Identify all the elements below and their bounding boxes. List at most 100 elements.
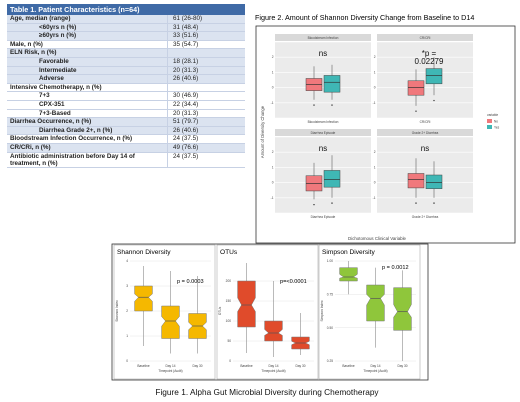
y-axis-label: Simpson Index [320, 300, 324, 321]
panel-title: Shannon Diversity [117, 249, 171, 256]
outlier-point [331, 202, 333, 204]
row-value: 20 (31.3) [173, 66, 199, 74]
x-tick-label: Day 14 [268, 364, 278, 368]
y-axis-label: Shannon Index [115, 300, 119, 322]
x-tick-label: Day 30 [295, 364, 305, 368]
significance-annotation: ns [421, 144, 429, 153]
panel-background [275, 137, 371, 213]
y-tick-label: -1 [373, 101, 376, 105]
x-tick-label: Baseline [342, 364, 354, 368]
panel-background [377, 42, 473, 118]
row-value: 26 (40.6) [173, 75, 199, 83]
row-label: Antibiotic administration before Day 14 … [7, 152, 168, 167]
panel-title: Simpson Diversity [322, 249, 375, 256]
row-label: CR/CRi, n (%) [7, 143, 168, 152]
y-tick-label: 0.50 [327, 326, 333, 330]
row-label: <60yrs n (%) [7, 23, 168, 32]
row-label: ELN Risk, n (%) [7, 49, 168, 57]
figure-2-ylabel: Amount of Diversity Change [260, 105, 265, 158]
outlier-point [415, 110, 417, 112]
y-tick-label: 0 [126, 359, 128, 363]
notched-box [161, 305, 180, 339]
x-axis-label: Timepoint (Audit) [261, 369, 285, 373]
y-tick-label: 2 [272, 150, 274, 154]
row-label: Age, median (range) [7, 15, 168, 23]
y-tick-label: 1 [272, 165, 274, 169]
figure-1-alpha-diversity: Shannon Diversity 0 1 2 3 4 Shannon Index Basel… [111, 243, 429, 397]
notched-box [134, 285, 153, 312]
figure-2-xlabel: Dichotomous Clinical Variable [348, 236, 407, 241]
box-yes [425, 174, 443, 189]
row-label: 7+3 [7, 92, 168, 100]
row-value [168, 84, 245, 92]
outlier-point [313, 203, 315, 206]
y-tick-label: 200 [226, 279, 232, 283]
table-row: <60yrs n (%) 31 (48.4) [7, 23, 245, 33]
x-axis-label: Timepoint (Audit) [158, 369, 182, 373]
row-value: 61 (26-80) [173, 15, 203, 22]
facet-strip-label: CR/CRi [420, 36, 431, 40]
row-value: 24 (37.5) [173, 152, 199, 160]
table-row: Male, n (%) 35 (54.7) [7, 40, 245, 50]
y-tick-label: 2 [374, 55, 376, 59]
notched-box [366, 284, 385, 322]
row-value: 31 (48.4) [173, 23, 199, 31]
row-value: 30 (46.9) [173, 92, 199, 100]
panel-x-label: CR/CRi [420, 120, 431, 124]
row-label: Bloodstream Infection Occurrence, n (%) [7, 135, 168, 143]
legend-swatch-yes [487, 125, 492, 129]
row-value: 20 (31.3) [173, 109, 199, 117]
facet-panel: CR/CRi -1 0 1 2 *p = 0.02279 CR/CRi [373, 34, 473, 124]
x-tick-label: Baseline [137, 364, 149, 368]
row-label: Intermediate [7, 66, 168, 75]
row-value: 49 (76.6) [173, 143, 199, 151]
legend-label-yes: Yes [494, 126, 500, 130]
p-value-annotation: p = 0.0012 [382, 265, 409, 271]
x-tick-label: Day 30 [192, 364, 202, 368]
notched-box [237, 280, 256, 328]
y-tick-label: 100 [226, 319, 232, 323]
table-row: 7+3 30 (46.9) [7, 92, 245, 101]
panel-x-label: Bloodstream Infection [308, 120, 339, 124]
box-no [407, 80, 425, 96]
row-label: Intensive Chemotherapy, n (%) [7, 83, 168, 92]
y-tick-label: 3 [126, 284, 128, 288]
x-tick-label: Day 14 [370, 364, 380, 368]
notched-box [339, 267, 358, 282]
diversity-panel: OTUs 0 50 100 150 200 OTUs Baseline Day 14 Day 30… [216, 244, 319, 380]
box-yes [323, 75, 341, 93]
figure-2-title: Figure 2. Amount of Shannon Diversity Ch… [255, 13, 474, 22]
row-value: 35 (54.7) [173, 40, 199, 48]
table-row: Intensive Chemotherapy, n (%) [7, 83, 245, 93]
outlier-point [331, 104, 333, 106]
y-tick-label: -1 [373, 196, 376, 200]
outlier-point [313, 104, 315, 106]
legend-label-no: No [494, 120, 498, 124]
panel-background [275, 42, 371, 118]
figure-2-legend: variable No Yes [487, 113, 500, 130]
x-tick-label: Day 30 [397, 364, 407, 368]
box-no [407, 173, 425, 189]
row-value: 22 (34.4) [173, 100, 199, 108]
table-title: Table 1. Patient Characteristics (n=64) [7, 4, 245, 15]
row-label: Diarrhea Grade 2+, n (%) [7, 126, 168, 135]
y-tick-label: 0 [374, 181, 376, 185]
notched-box [264, 320, 283, 342]
y-tick-label: 1.00 [327, 259, 333, 263]
row-value [168, 49, 245, 57]
row-label: Diarrhea Occurrence, n (%) [7, 118, 168, 126]
x-tick-label: Baseline [240, 364, 252, 368]
y-tick-label: 0 [229, 359, 231, 363]
panel-border [216, 244, 319, 380]
facet-strip-label: Grade 2+ Diarrhea [412, 131, 439, 135]
outlier-point [433, 202, 435, 204]
facet-panel: Bloodstream Infection -1 0 1 2 ns Bloodstream … [271, 34, 371, 124]
facet-strip-label: Bloodstream Infection [308, 36, 339, 40]
table-row: Diarrhea Occurrence, n (%) 51 (79.7) [7, 118, 245, 127]
row-label: ≥60yrs n (%) [7, 32, 168, 40]
y-tick-label: -1 [271, 101, 274, 105]
table-row: CR/CRi, n (%) 49 (76.6) [7, 143, 245, 153]
y-tick-label: 2 [126, 309, 128, 313]
panel-title: OTUs [220, 249, 238, 256]
p-value-annotation: p = 0.0003 [177, 279, 204, 285]
